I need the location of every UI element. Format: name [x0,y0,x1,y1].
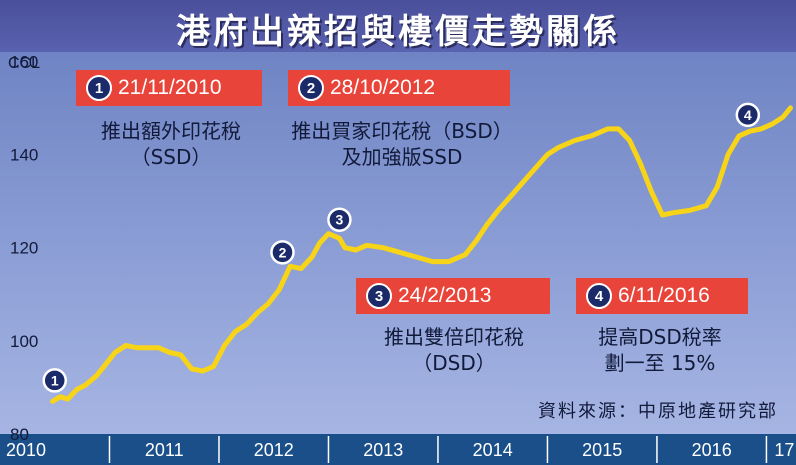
x-tick-label: 2013 [363,440,403,460]
annotation-box-4: 4 6/11/2016 [576,278,748,314]
annotation-text-2: 推出買家印花稅（BSD） 及加強版SSD [272,118,532,170]
source-note: 資料來源：中原地產研究部 [538,401,778,422]
y-tick-label: 120 [10,239,38,258]
y-tick-label: 100 [10,332,38,351]
annotation-text-2-line-2: 及加強版SSD [341,145,463,169]
annotation-box-2: 2 28/10/2012 [288,70,510,106]
y-axis-label: CCL [8,55,40,72]
y-tick-label: 80 [10,425,29,444]
annotation-number-2: 2 [298,75,324,101]
annotation-number-3: 3 [366,283,392,309]
annotation-text-3-line-2: （DSD） [412,351,496,375]
x-axis-bar [0,434,796,465]
x-tick-label: 2011 [145,440,184,460]
x-tick-label: 2016 [692,440,732,460]
annotation-text-2-line-1: 推出買家印花稅（BSD） [291,119,513,143]
series-line-1 [50,105,793,404]
annotation-text-3-line-1: 推出雙倍印花稅 [384,325,524,349]
x-tick-label: 2012 [254,440,294,460]
annotation-date-2: 28/10/2012 [330,76,436,99]
annotation-number-4: 4 [586,283,612,309]
plot-background [0,52,796,434]
annotation-text-4-line-1: 提高DSD稅率 [598,325,722,349]
annotation-text-1-line-2: （SSD） [130,145,212,169]
x-tick-label: 2014 [473,440,513,460]
annotation-text-3: 推出雙倍印花稅 （DSD） [356,324,552,376]
event-marker-label-3: 3 [336,212,344,228]
event-marker-1 [42,368,67,393]
title-bar: 港府出辣招與樓價走勢關係 [0,0,796,52]
event-marker-3 [327,207,352,232]
annotation-date-4: 6/11/2016 [618,284,710,307]
annotation-box-1: 1 21/11/2010 [76,70,262,106]
y-tick-label: 140 [10,145,38,164]
annotation-text-1: 推出額外印花稅 （SSD） [80,118,262,170]
x-tick-label: 2015 [582,440,622,460]
event-marker-label-4: 4 [744,107,752,123]
event-marker-4 [735,102,761,128]
event-marker-label-1: 1 [51,372,59,388]
y-tick-label: 160 [10,52,38,71]
annotation-box-3: 3 24/2/2013 [356,278,550,314]
x-tick-label: 2010 [6,440,46,460]
chart-title: 港府出辣招與樓價走勢關係 [176,12,620,52]
annotation-text-4: 提高DSD稅率 劃一至 15% [570,324,750,376]
event-marker-label-2: 2 [279,244,287,260]
annotation-text-4-line-2: 劃一至 15% [604,351,716,375]
annotation-date-3: 24/2/2013 [398,284,492,307]
event-marker-2 [270,240,295,265]
x-tick-label: 17 [774,440,794,460]
annotation-date-1: 21/11/2010 [118,76,222,99]
annotation-text-1-line-1: 推出額外印花稅 [101,119,241,143]
annotation-number-1: 1 [86,75,112,101]
